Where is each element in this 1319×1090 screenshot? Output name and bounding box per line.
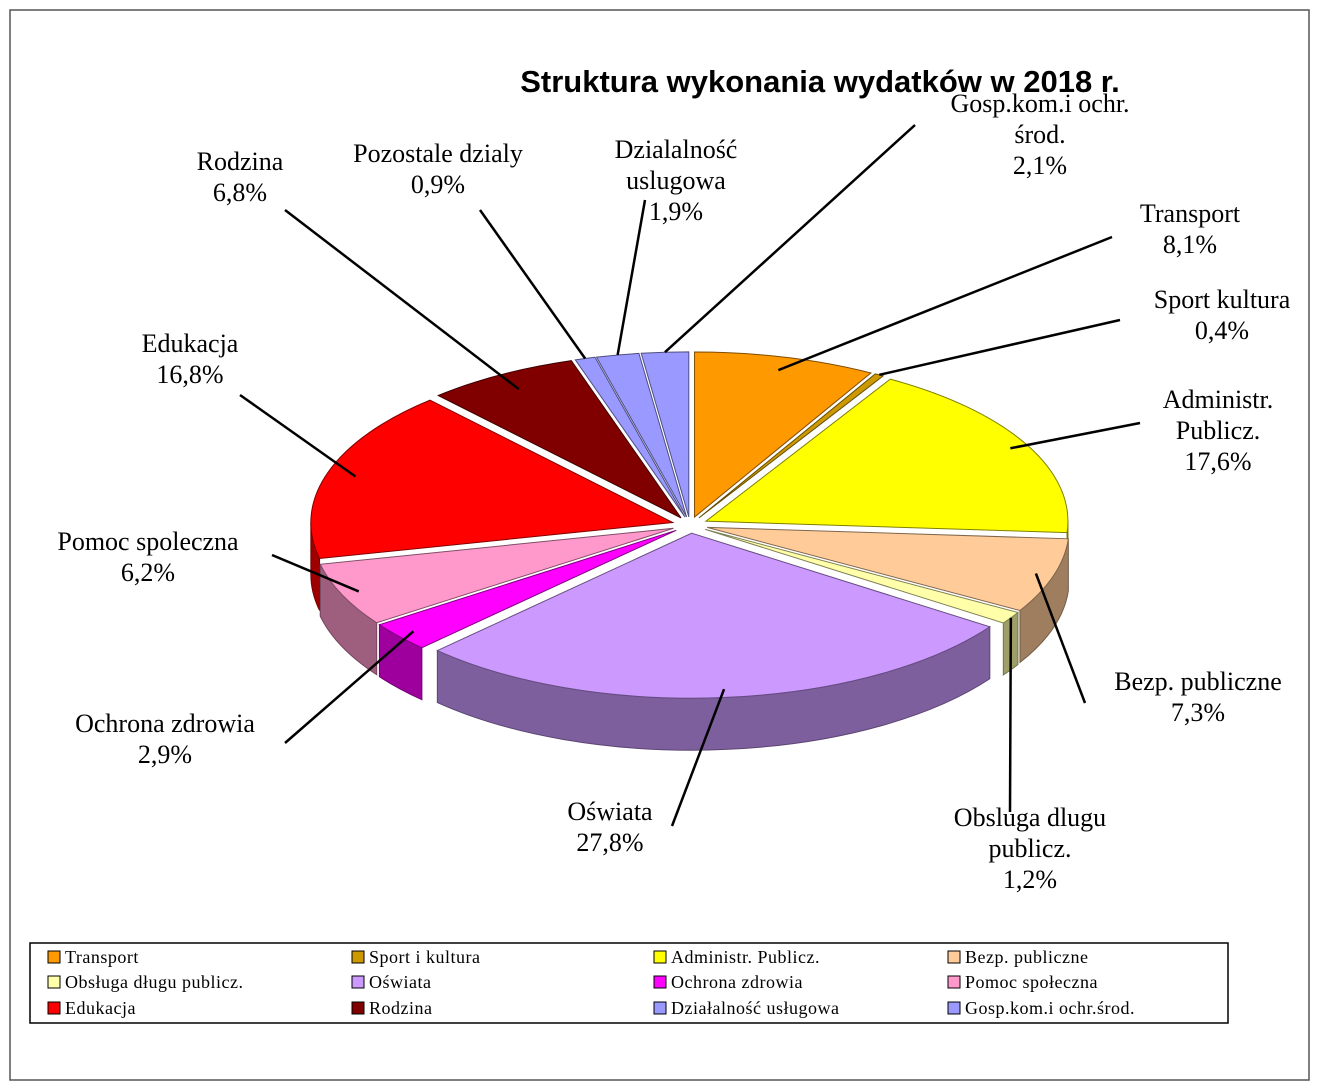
legend-box: [29, 942, 1229, 1024]
legend-swatch: [351, 950, 365, 964]
slice-label: Gosp.kom.i ochr. środ.: [950, 89, 1129, 149]
frame: [9, 9, 1310, 1081]
value-label: 2,1%: [1013, 151, 1067, 180]
value-label: 1,9%: [649, 197, 703, 226]
legend-swatch: [351, 975, 365, 989]
legend-label: Działalność usługowa: [671, 998, 839, 1018]
leader-line: [879, 318, 1121, 377]
slice-label: Rodzina: [197, 147, 284, 176]
slice: [378, 529, 677, 649]
slice-label: Edukacja: [142, 329, 239, 358]
legend-swatch: [653, 950, 667, 964]
leader-line: [616, 199, 647, 356]
value-label: 0,4%: [1195, 316, 1249, 345]
leader-line: [1034, 573, 1087, 704]
slice-label: Ochrona zdrowia: [75, 709, 255, 738]
slice-label: Sport kultura: [1154, 285, 1291, 314]
legend-swatch: [947, 950, 961, 964]
value-label: 8,1%: [1163, 230, 1217, 259]
value-label: 2,9%: [138, 740, 192, 769]
slice: [595, 352, 688, 518]
legend-label: Bezp. publiczne: [965, 947, 1088, 967]
value-label: 16,8%: [156, 360, 223, 389]
slice: [319, 527, 674, 624]
slice-label: Bezp. publiczne: [1114, 667, 1282, 696]
legend-swatch: [947, 1001, 961, 1015]
slice-label: Oświata: [567, 797, 653, 826]
slice: [310, 399, 675, 560]
legend-swatch: [47, 950, 61, 964]
leader-line: [1008, 617, 1013, 813]
leader-line: [239, 393, 357, 478]
pie-sides: [310, 521, 1069, 751]
legend-label: Rodzina: [369, 998, 433, 1018]
legend-swatch: [351, 1001, 365, 1015]
legend-label: Sport i kultura: [369, 947, 481, 967]
leader-line: [664, 124, 916, 354]
value-label: 17,6%: [1184, 447, 1251, 476]
slice-label: Administr. Publicz.: [1163, 385, 1274, 445]
slice: [698, 373, 885, 519]
legend-swatch: [47, 975, 61, 989]
slice: [694, 351, 873, 519]
value-label: 6,2%: [121, 558, 175, 587]
leader-line: [284, 630, 415, 744]
legend: Transport Sport i kultura Administr. Publi…: [47, 947, 1135, 1018]
slice: [640, 351, 690, 517]
value-label: 27,8%: [576, 828, 643, 857]
leader-line: [670, 688, 726, 827]
leader-line: [777, 235, 1113, 372]
legend-label: Oświata: [369, 972, 431, 992]
legend-swatch: [947, 975, 961, 989]
leader-line: [1010, 421, 1141, 450]
legend-swatch: [653, 975, 667, 989]
slice: [574, 356, 686, 518]
slice-label: Pozostale dzialy: [353, 139, 523, 168]
slice-label: Pomoc spoleczna: [57, 527, 239, 556]
value-label: 7,3%: [1171, 698, 1225, 727]
legend-label: Gosp.kom.i ochr.środ.: [965, 998, 1135, 1018]
legend-swatch: [653, 1001, 667, 1015]
leader-line: [478, 209, 587, 360]
leader-line: [284, 209, 520, 391]
legend-label: Pomoc społeczna: [965, 972, 1098, 992]
legend-swatch: [47, 1001, 61, 1015]
pie-tops: [310, 351, 1069, 699]
legend-label: Administr. Publicz.: [671, 947, 820, 967]
slice: [707, 526, 1069, 612]
leader-line: [271, 553, 360, 593]
legend-label: Edukacja: [65, 998, 136, 1018]
chart-title: Struktura wykonania wydatków w 2018 r.: [520, 64, 1120, 99]
value-label: 1,2%: [1003, 865, 1057, 894]
slice-label: Transport: [1140, 199, 1241, 228]
slice-label: Obsluga dlugu publicz.: [954, 803, 1106, 863]
legend-label: Obsługa długu publicz.: [65, 972, 243, 992]
legend-label: Ochrona zdrowia: [671, 972, 803, 992]
value-label: 6,8%: [213, 178, 267, 207]
value-label: 0,9%: [411, 170, 465, 199]
slice: [436, 532, 991, 699]
legend-label: Transport: [65, 947, 139, 967]
slice-label: Dzialalność uslugowa: [615, 135, 738, 195]
